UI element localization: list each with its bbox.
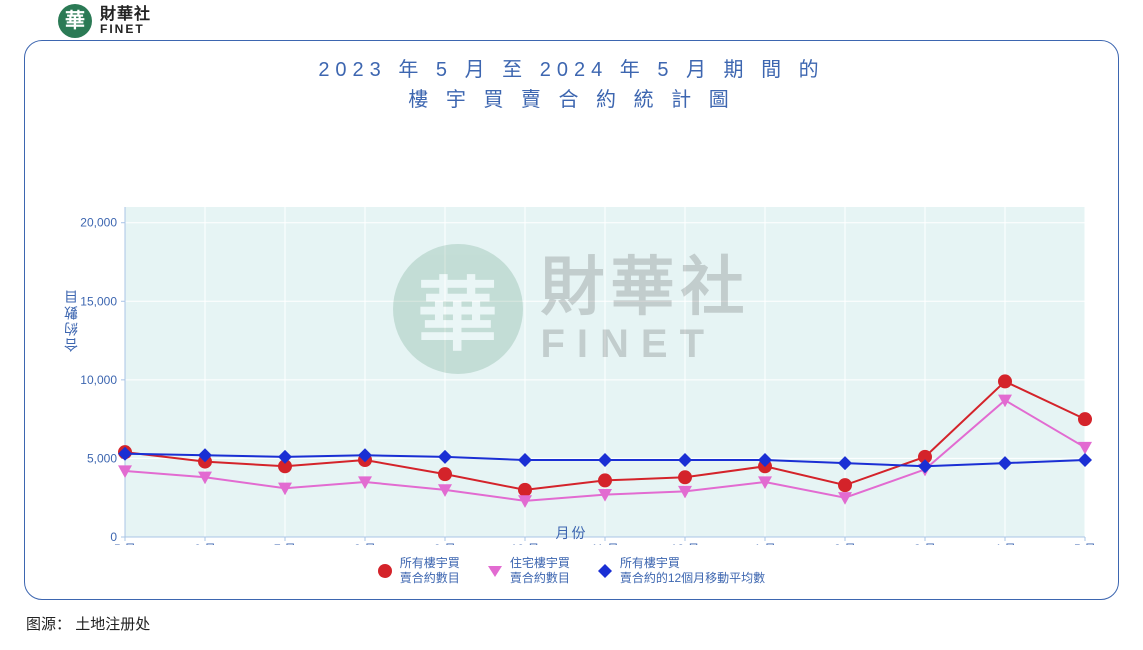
y-axis-label: 合約數目 [61, 288, 81, 352]
page-root: 華 財華社 FINET 2023 年 5 月 至 2024 年 5 月 期 間 … [0, 0, 1143, 650]
brand-name-en: FINET [100, 23, 151, 36]
legend-label-all: 所有樓宇買 賣合約數目 [400, 556, 460, 585]
brand-logo-text: 財華社 FINET [100, 6, 151, 37]
legend-label-ma-l1: 所有樓宇買 [620, 556, 680, 570]
legend-marker-circle-icon [378, 564, 392, 578]
legend-label-all-l2: 賣合約數目 [400, 571, 460, 585]
legend-marker-diamond-icon [598, 564, 612, 578]
legend-item-all: 所有樓宇買 賣合約數目 [378, 556, 460, 585]
svg-text:5,000: 5,000 [87, 451, 117, 465]
source-label: 图源： [26, 616, 71, 633]
svg-text:15,000: 15,000 [80, 294, 117, 308]
chart-frame: 2023 年 5 月 至 2024 年 5 月 期 間 的 樓 宇 買 賣 合 … [24, 40, 1119, 600]
svg-text:10,000: 10,000 [80, 373, 117, 387]
legend-label-res-l1: 住宅樓宇買 [510, 556, 570, 570]
brand-logo-glyph: 華 [65, 11, 85, 31]
legend-marker-triangle-icon [488, 564, 502, 578]
source-value: 土地注册处 [75, 616, 150, 633]
legend-label-ma: 所有樓宇買 賣合約的12個月移動平均數 [620, 556, 765, 585]
chart-title: 2023 年 5 月 至 2024 年 5 月 期 間 的 樓 宇 買 賣 合 … [25, 55, 1118, 115]
brand-name-cn: 財華社 [100, 6, 151, 24]
legend-item-ma: 所有樓宇買 賣合約的12個月移動平均數 [598, 556, 765, 585]
x-axis-label: 月份 [25, 523, 1118, 543]
chart-legend: 所有樓宇買 賣合約數目 住宅樓宇買 賣合約數目 所有樓宇買 賣合約的12個月移動… [25, 556, 1118, 585]
legend-item-residential: 住宅樓宇買 賣合約數目 [488, 556, 570, 585]
source-note: 图源： 土地注册处 [26, 613, 150, 634]
legend-label-all-l1: 所有樓宇買 [400, 556, 460, 570]
brand-logo-mark: 華 [58, 4, 92, 38]
chart-plot: 05,00010,00015,00020,0005 月2023 年6 月2023… [25, 115, 1119, 545]
svg-text:20,000: 20,000 [80, 216, 117, 230]
legend-label-res-l2: 賣合約數目 [510, 571, 570, 585]
chart-title-line1: 2023 年 5 月 至 2024 年 5 月 期 間 的 [25, 55, 1118, 85]
legend-label-ma-l2: 賣合約的12個月移動平均數 [620, 571, 765, 585]
chart-title-line2: 樓 宇 買 賣 合 約 統 計 圖 [25, 85, 1118, 115]
legend-label-residential: 住宅樓宇買 賣合約數目 [510, 556, 570, 585]
brand-logo: 華 財華社 FINET [58, 4, 151, 38]
